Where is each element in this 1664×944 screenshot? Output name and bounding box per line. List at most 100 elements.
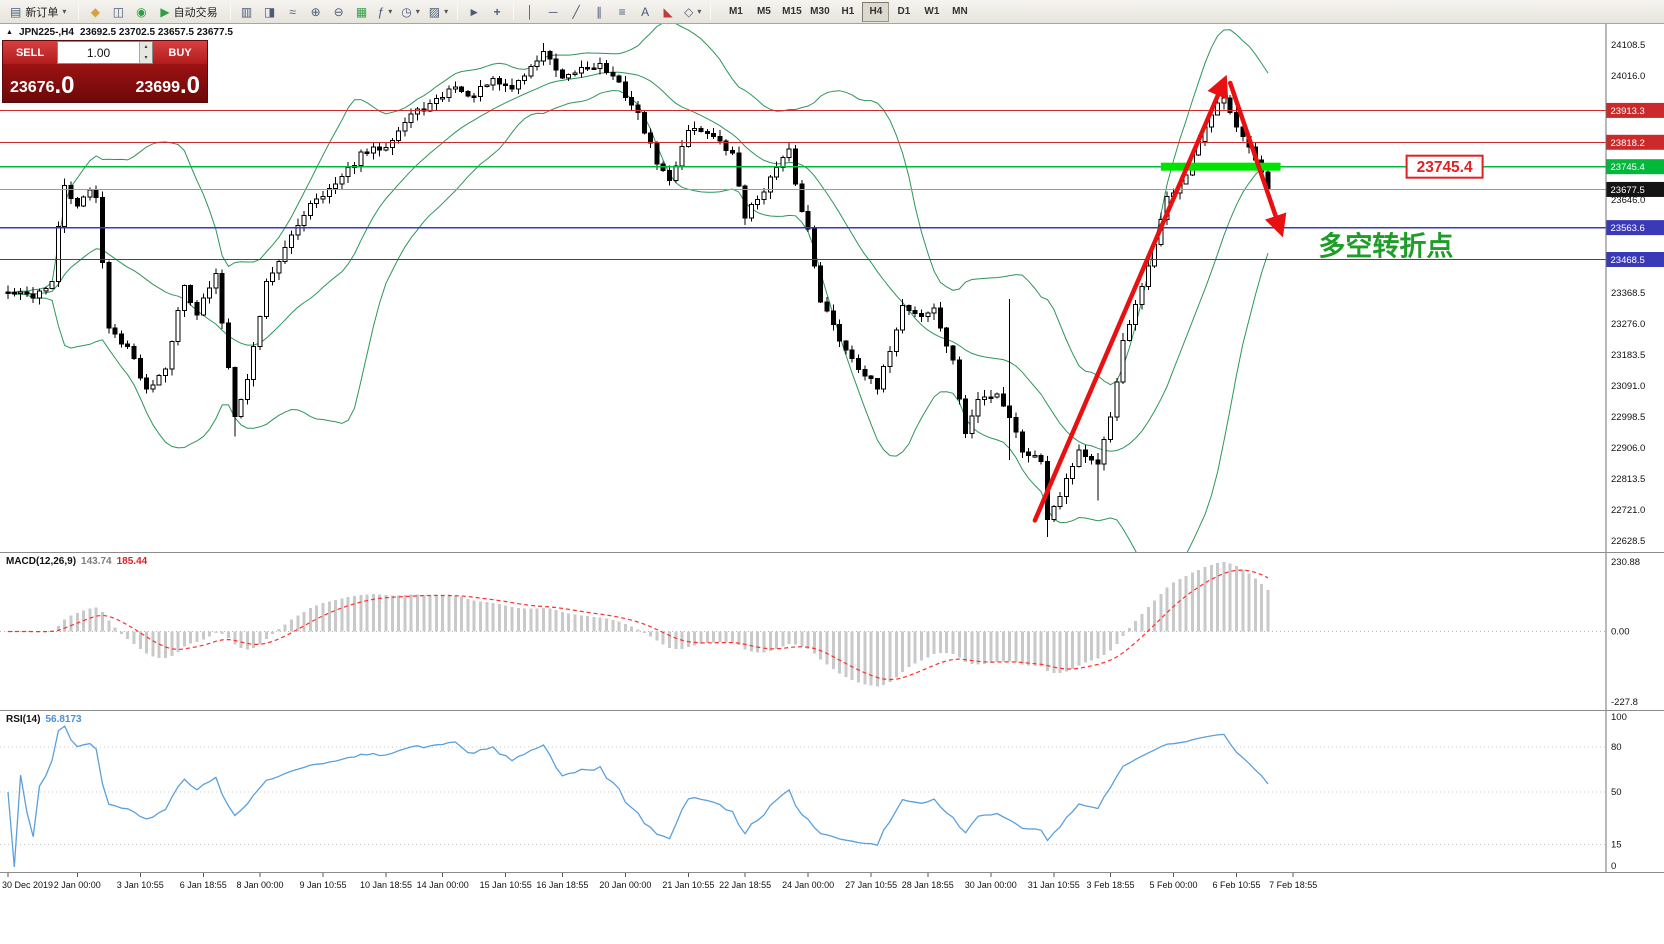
price-level-label (1606, 159, 1664, 175)
volume-down-button[interactable]: ▾ (140, 52, 152, 63)
zoom-out-icon: ⊖ (333, 4, 344, 19)
svg-text:22 Jan 18:55: 22 Jan 18:55 (719, 880, 771, 890)
horizontal-line-button[interactable]: ─ (542, 2, 564, 22)
auto-trading-button[interactable]: ▶ 自动交易 (153, 2, 224, 22)
toolbar-separator (457, 3, 459, 20)
svg-text:24016.0: 24016.0 (1611, 71, 1645, 82)
rsi-name: RSI(14) (6, 714, 41, 725)
crosshair-button[interactable]: + (486, 2, 508, 22)
fibonacci-icon: ≡ (618, 4, 626, 19)
price-level-label (1606, 134, 1664, 150)
rsi-panel[interactable]: 100 80 50 15 0 RSI(14) 56.8173 (0, 710, 1664, 872)
svg-text:23677.5: 23677.5 (1611, 185, 1645, 196)
svg-text:30 Jan 00:00: 30 Jan 00:00 (965, 880, 1017, 890)
auto-trading-icon: ▶ (160, 4, 170, 19)
toolbar-separator (78, 3, 80, 20)
svg-text:2 Jan 00:00: 2 Jan 00:00 (54, 880, 101, 890)
fibonacci-button[interactable]: ≡ (611, 2, 633, 22)
trendline-button[interactable]: ╱ (565, 2, 587, 22)
svg-text:27 Jan 10:55: 27 Jan 10:55 (845, 880, 897, 890)
macd-name: MACD(12,26,9) (6, 556, 77, 567)
toolbar-separator (710, 3, 712, 20)
new-order-button[interactable]: ▤ 新订单 ▾ (3, 2, 73, 22)
timeframe-m1[interactable]: M1 (722, 2, 749, 22)
zoom-out-button[interactable]: ⊖ (328, 2, 350, 22)
toolbar: ▤ 新订单 ▾ ◆ ◫ ◉ ▶ 自动交易 ▥ ◨ ≈ ⊕ ⊖ ▦ ƒ ▾ ◷ ▾ ▨… (0, 0, 1664, 24)
vertical-line-button[interactable]: │ (519, 2, 541, 22)
timeframe-m30[interactable]: M30 (806, 2, 833, 22)
arrow-label-icon: ◣ (663, 4, 673, 19)
one-click-trade-panel: SELL 1.00 ▴ ▾ BUY 23676 .0 23699 .0 (2, 40, 208, 103)
symbol-header: ▲ JPN225-,H4 23692.5 23702.5 23657.5 236… (6, 27, 233, 38)
grid-button[interactable]: ▦ (351, 2, 373, 22)
svg-text:30 Dec 2019: 30 Dec 2019 (2, 880, 53, 890)
timeframe-m5[interactable]: M5 (750, 2, 777, 22)
navigator-button[interactable]: ◉ (130, 2, 152, 22)
market-watch-icon: ◆ (90, 4, 100, 19)
line-chart-button[interactable]: ≈ (282, 2, 304, 22)
channel-icon: ∥ (596, 4, 603, 19)
macd-chart[interactable]: 230.88 0.00 -227.8 (0, 553, 1664, 710)
buy-button[interactable]: BUY (153, 41, 207, 64)
svg-text:-227.8: -227.8 (1611, 697, 1638, 708)
svg-text:23745.4: 23745.4 (1417, 159, 1473, 176)
caret-down-icon: ▾ (444, 7, 449, 16)
volume-value[interactable]: 1.00 (86, 45, 111, 60)
candlestick-chart-button[interactable]: ◨ (259, 2, 281, 22)
time-axis[interactable]: 30 Dec 2019 2 Jan 00:00 3 Jan 10:55 6 Jan 1… (0, 872, 1664, 944)
main-chart-panel[interactable]: 多空转折点 23745.4 24108.5 24016.0 23646.0 23368.5… (0, 24, 1664, 552)
templates-button[interactable]: ▨ ▾ (425, 2, 452, 22)
indicators-icon: ƒ (377, 4, 385, 19)
time-axis-scale[interactable]: 30 Dec 2019 2 Jan 00:00 3 Jan 10:55 6 Jan 1… (0, 873, 1664, 944)
rsi-chart[interactable]: 100 80 50 15 0 (0, 711, 1664, 872)
symbol-title: JPN225-,H4 (18, 27, 74, 38)
zoom-in-button[interactable]: ⊕ (305, 2, 327, 22)
volume-up-button[interactable]: ▴ (140, 42, 152, 53)
svg-text:16 Jan 18:55: 16 Jan 18:55 (536, 880, 588, 890)
support-zone[interactable] (1160, 162, 1281, 171)
channel-button[interactable]: ∥ (588, 2, 610, 22)
svg-text:6 Jan 18:55: 6 Jan 18:55 (180, 880, 227, 890)
price-callout-box[interactable] (1405, 154, 1484, 179)
chart-window-button[interactable]: ◫ (107, 2, 129, 22)
timeframe-h4[interactable]: H4 (862, 1, 890, 22)
timeframe-mn[interactable]: MN (946, 2, 973, 22)
svg-text:0: 0 (1611, 861, 1616, 872)
svg-text:8 Jan 00:00: 8 Jan 00:00 (236, 880, 283, 890)
trend-arrow-up[interactable] (1032, 74, 1229, 523)
svg-text:22628.5: 22628.5 (1611, 536, 1645, 547)
indicators-button[interactable]: ƒ ▾ (374, 2, 397, 22)
cursor-button[interactable]: ► (463, 2, 485, 22)
shapes-button[interactable]: ◇ ▾ (680, 2, 705, 22)
svg-text:31 Jan 10:55: 31 Jan 10:55 (1028, 880, 1080, 890)
rsi-label: RSI(14) 56.8173 (6, 714, 82, 725)
buy-price: 23699 .0 (135, 72, 200, 99)
macd-signal-value: 185.44 (116, 556, 148, 567)
pivot-annotation[interactable]: 多空转折点 (1318, 231, 1453, 262)
periods-button[interactable]: ◷ ▾ (397, 2, 424, 22)
new-order-icon: ▤ (10, 4, 22, 19)
bar-chart-button[interactable]: ▥ (236, 2, 258, 22)
svg-text:22998.5: 22998.5 (1611, 412, 1645, 423)
symbol-ohlc: 23692.5 23702.5 23657.5 23677.5 (79, 27, 233, 38)
trendline-icon: ╱ (572, 4, 580, 19)
toolbar-separator (513, 3, 515, 20)
caret-down-icon: ▾ (62, 7, 67, 16)
caret-down-icon: ▾ (415, 7, 420, 16)
price-level-label (1606, 220, 1664, 236)
sell-button[interactable]: SELL (3, 41, 57, 64)
market-watch-button[interactable]: ◆ (84, 2, 106, 22)
macd-panel[interactable]: 230.88 0.00 -227.8 MACD(12,26,9) 143.74 185.… (0, 552, 1664, 710)
timeframe-w1[interactable]: W1 (918, 2, 945, 22)
timeframe-h1[interactable]: H1 (834, 2, 861, 22)
zoom-in-icon: ⊕ (310, 4, 321, 19)
main-chart[interactable]: 多空转折点 23745.4 24108.5 24016.0 23646.0 23368.5… (0, 24, 1664, 552)
volume-stepper[interactable]: 1.00 ▴ ▾ (57, 41, 153, 64)
timeframe-d1[interactable]: D1 (890, 2, 917, 22)
trend-arrow-down[interactable] (1227, 80, 1287, 238)
text-button[interactable]: A (634, 2, 656, 22)
arrow-label-button[interactable]: ◣ (657, 2, 679, 22)
svg-text:14 Jan 00:00: 14 Jan 00:00 (417, 880, 469, 890)
timeframe-m15[interactable]: M15 (778, 2, 805, 22)
